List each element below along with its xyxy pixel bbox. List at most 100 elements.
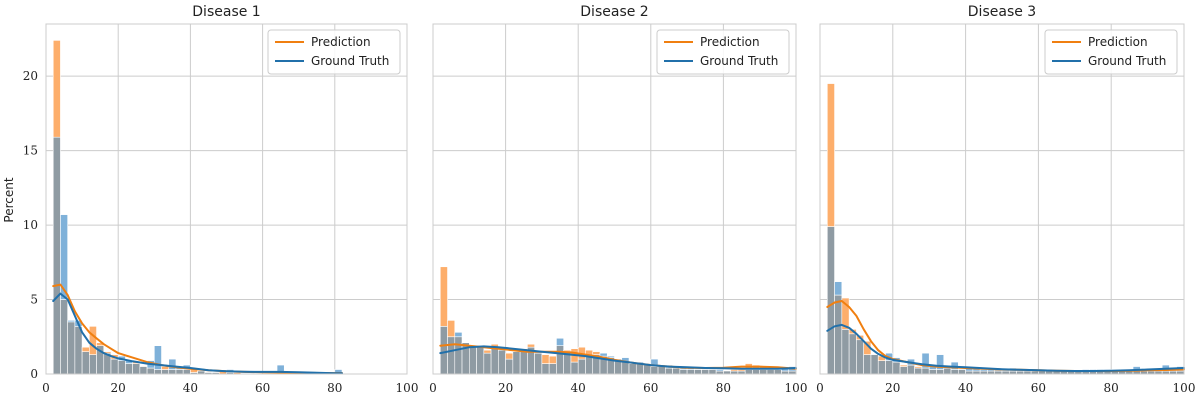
prediction-bar	[826, 83, 835, 227]
panel-title: Disease 2	[580, 4, 648, 20]
overlap-bar	[505, 358, 514, 375]
x-tick-label: 100	[396, 381, 419, 395]
overlap-bar	[848, 333, 857, 375]
overlap-bar	[752, 369, 761, 375]
ground-truth-kde-line	[439, 345, 797, 370]
overlap-bar	[483, 352, 492, 375]
prediction-bar	[730, 369, 739, 372]
y-tick-label: 10	[23, 218, 38, 232]
overlap-bar	[950, 369, 959, 375]
overlap-bar	[628, 363, 637, 375]
ground-truth-bar	[921, 352, 930, 369]
overlap-bar	[856, 339, 864, 375]
x-tick-label: 0	[42, 381, 50, 395]
y-tick-label: 5	[30, 293, 38, 307]
legend: Prediction Ground Truth	[267, 29, 401, 75]
ground-truth-bar	[154, 345, 162, 370]
axes-frame	[819, 23, 1185, 375]
overlap-bar	[447, 336, 456, 375]
legend-prediction-label: Prediction	[700, 35, 760, 49]
overlap-bar	[635, 363, 644, 375]
ground-truth-kde-line	[52, 292, 343, 375]
ground-truth-kde-line	[826, 323, 1185, 372]
ground-truth-bar	[936, 354, 945, 370]
grid	[819, 24, 1185, 375]
prediction-bar	[81, 346, 90, 352]
grid	[432, 24, 797, 375]
x-tick-label: 20	[885, 381, 900, 395]
panels: 0 20 40 60 80 100 0 5 10 15 20 Disease 1 Prediction G…	[23, 4, 1196, 395]
bars	[826, 83, 1185, 375]
grid	[45, 24, 408, 375]
overlap-bar	[117, 360, 126, 375]
overlap-bar	[161, 369, 170, 375]
overlap-bar	[146, 367, 155, 375]
overlap-bar	[773, 369, 782, 375]
ground-truth-bar	[67, 320, 76, 323]
ground-truth-bar	[454, 331, 463, 338]
x-tick-label: 20	[498, 381, 513, 395]
prediction-bar	[89, 326, 97, 355]
prediction-bar	[483, 349, 492, 354]
legend-prediction-label: Prediction	[1088, 35, 1148, 49]
overlap-bar	[139, 366, 148, 375]
overlap-bar	[657, 366, 666, 375]
overlap-bar	[154, 369, 162, 375]
overlap-bar	[672, 367, 681, 375]
axes-frame	[45, 23, 408, 375]
overlap-bar	[74, 326, 83, 375]
overlap-bar	[834, 294, 843, 375]
overlap-bar	[585, 355, 594, 375]
overlap-bar	[885, 360, 894, 375]
x-tick-label: 60	[1031, 381, 1046, 395]
bars	[52, 40, 343, 375]
ground-truth-bar	[606, 355, 615, 358]
overlap-bar	[643, 364, 652, 375]
overlap-bar	[556, 345, 564, 375]
overlap-bar	[870, 354, 879, 375]
prediction-bar	[541, 354, 550, 364]
bars	[439, 266, 797, 375]
panel-title: Disease 1	[192, 4, 260, 20]
legend: Prediction Ground Truth	[1044, 29, 1178, 75]
tick-labels: 0 20 40 60 80 100 0 5 10 15 20	[23, 69, 419, 395]
overlap-bar	[570, 361, 579, 375]
overlap-bar	[468, 345, 477, 375]
overlap-bar	[519, 349, 528, 375]
overlap-bar	[621, 361, 630, 375]
x-tick-label: 40	[571, 381, 586, 395]
overlap-bar	[679, 369, 688, 375]
overlap-bar	[110, 358, 119, 375]
panel-2: 0 20 40 60 80 100 Disease 2 Prediction Ground Tr…	[429, 4, 807, 395]
panel-title: Disease 3	[968, 4, 1036, 20]
overlap-bar	[907, 364, 915, 375]
overlap-bar	[132, 363, 141, 375]
prediction-bar	[899, 364, 908, 367]
legend-ground-truth-label: Ground Truth	[311, 54, 389, 68]
overlap-bar	[701, 369, 710, 375]
overlap-bar	[928, 369, 937, 375]
overlap-bar	[921, 367, 930, 375]
prediction-kde-line	[439, 343, 797, 370]
overlap-bar	[877, 360, 886, 375]
prediction-bar	[52, 40, 61, 138]
tick-labels: 0 20 40 60 80 100	[816, 381, 1195, 395]
overlap-bar	[914, 367, 923, 375]
overlap-bar	[534, 352, 543, 375]
x-tick-label: 40	[958, 381, 973, 395]
ground-truth-bar	[650, 358, 659, 367]
prediction-bar	[841, 297, 850, 330]
prediction-bar	[592, 351, 601, 355]
ground-truth-bar	[834, 281, 843, 296]
overlap-bar	[759, 369, 768, 375]
legend: Prediction Ground Truth	[656, 29, 790, 75]
overlap-bar	[182, 369, 191, 375]
overlap-bar	[650, 366, 659, 375]
prediction-bar	[914, 366, 923, 369]
overlap-bar	[125, 363, 133, 375]
ground-truth-bar	[60, 214, 68, 300]
tick-labels: 0 20 40 60 80 100	[429, 381, 807, 395]
x-tick-label: 100	[1173, 381, 1196, 395]
overlap-bar	[168, 369, 177, 375]
overlap-bar	[665, 367, 673, 375]
